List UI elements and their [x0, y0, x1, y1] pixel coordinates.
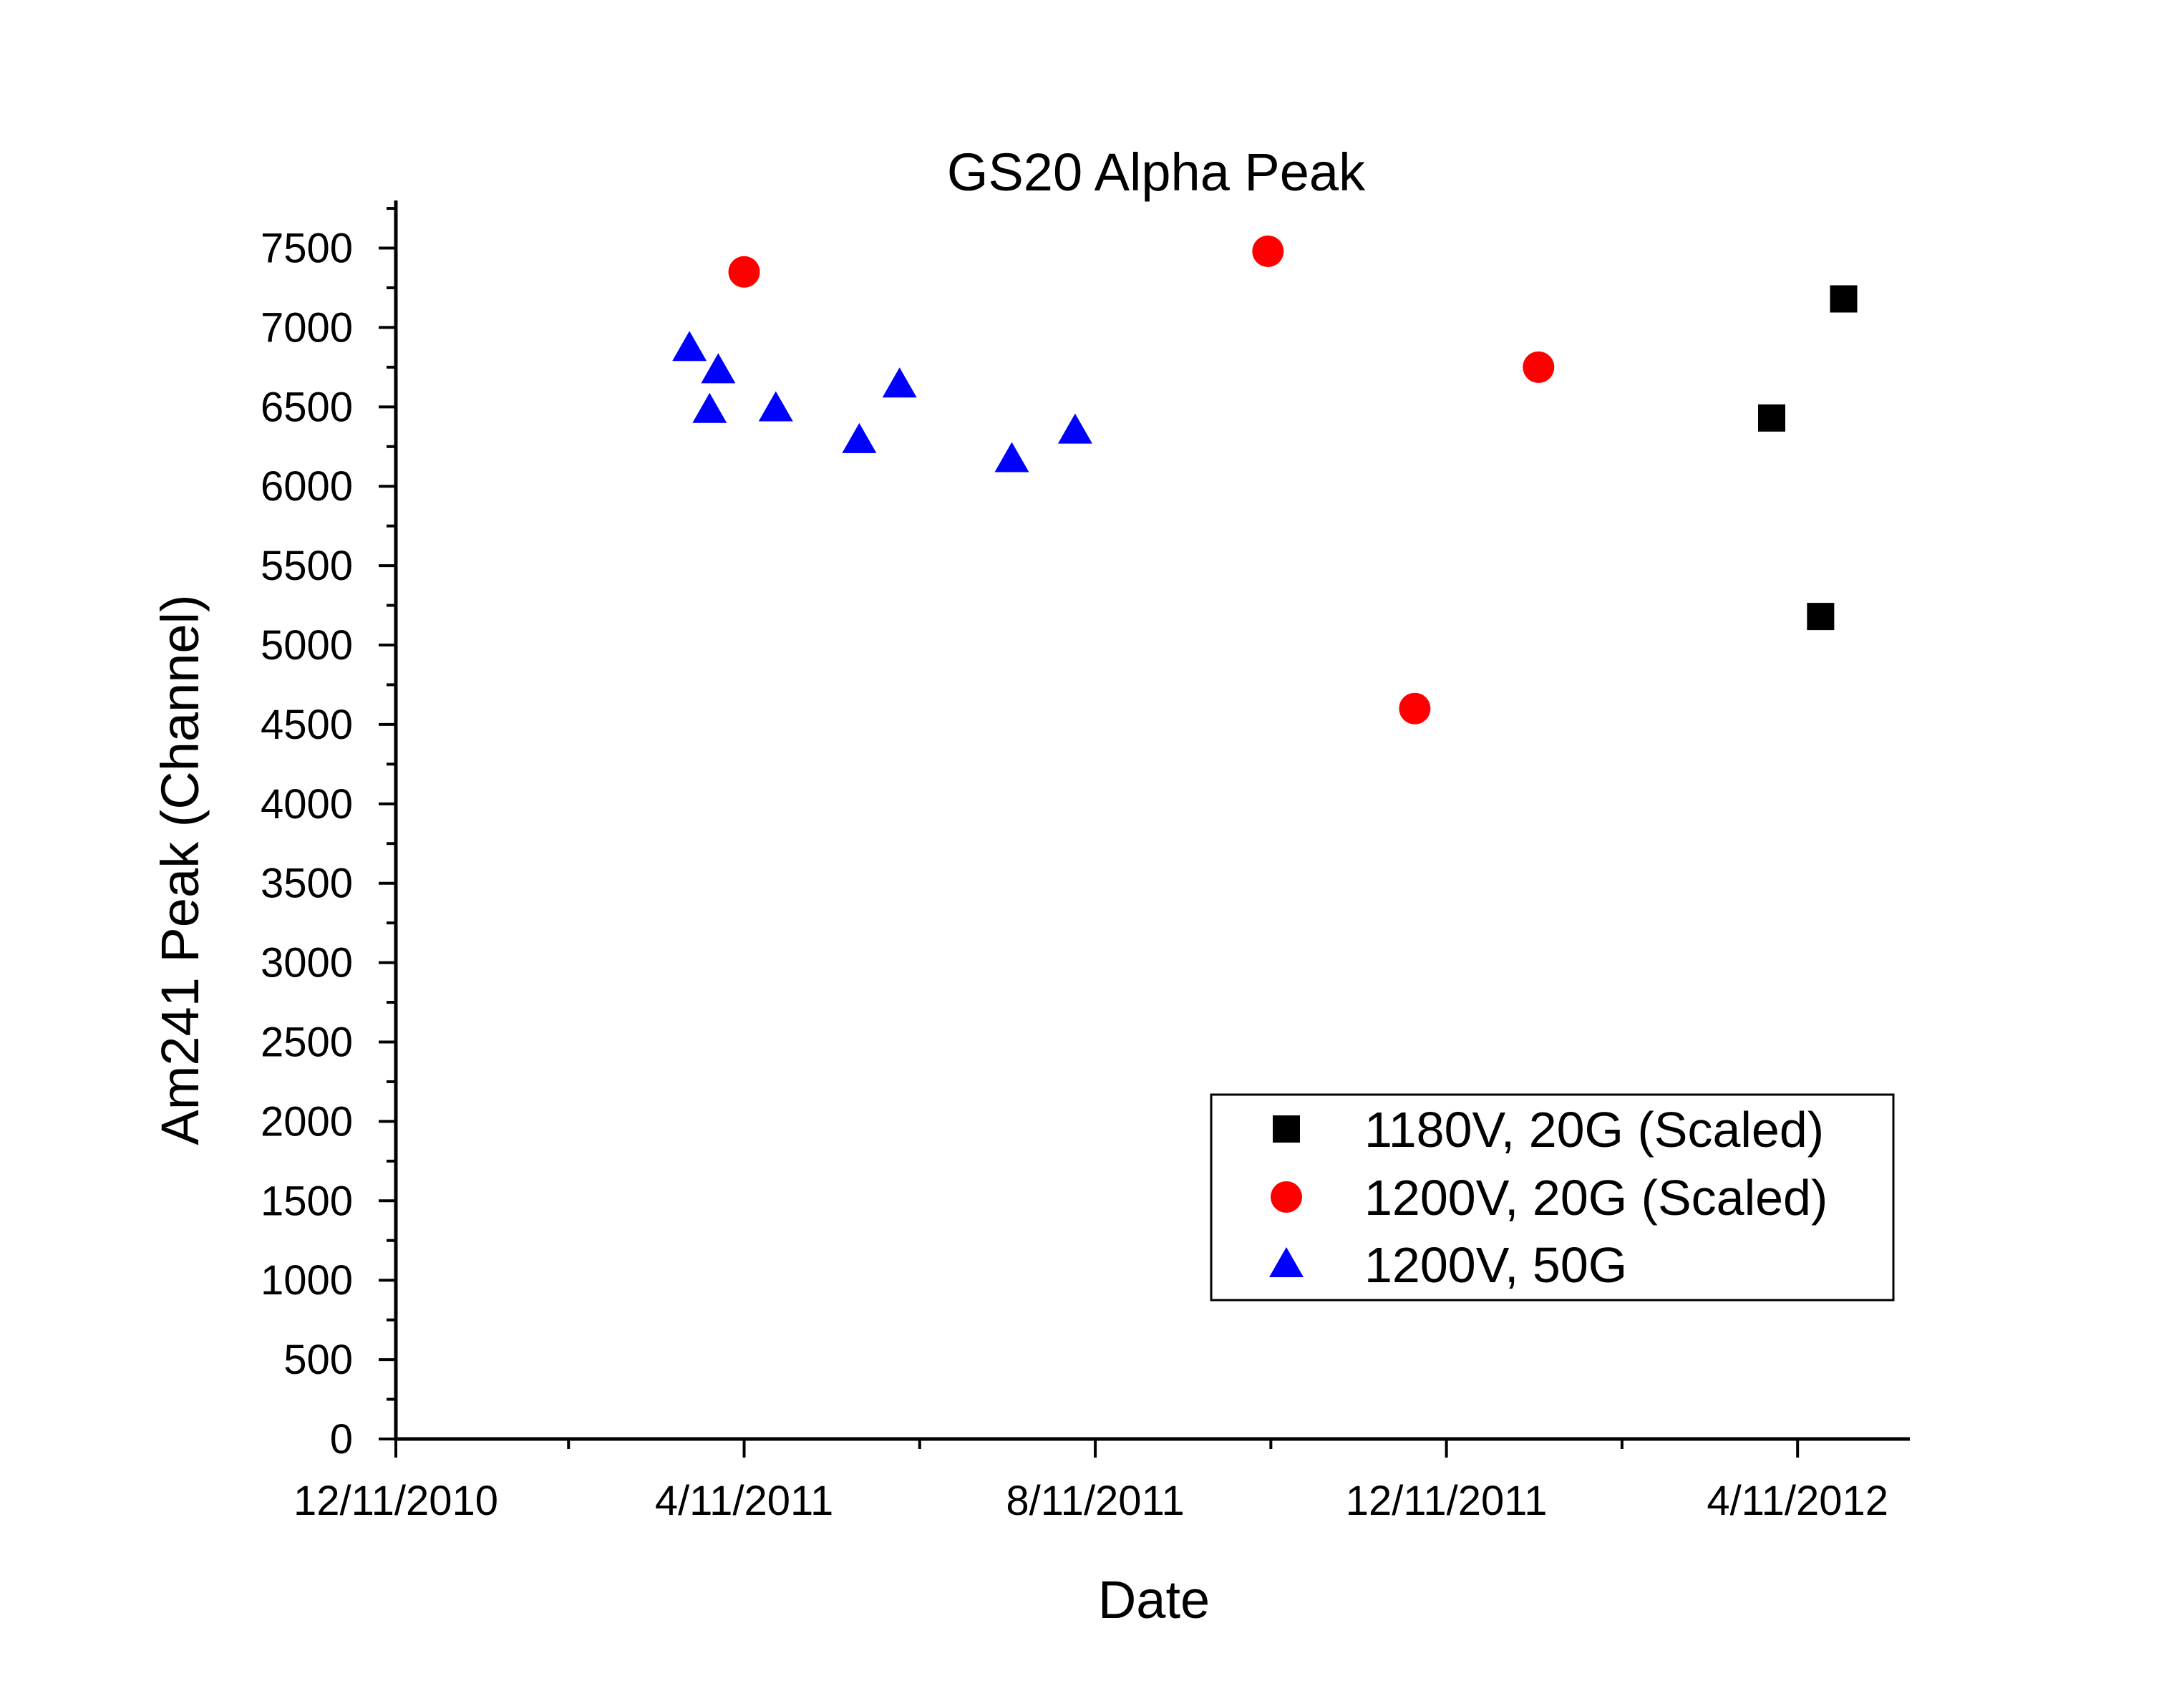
x-tick-label: 4/11/2012	[1707, 1478, 1888, 1524]
legend-label: 1200V, 50G	[1364, 1237, 1627, 1293]
legend-marker-triangle	[1269, 1247, 1304, 1277]
x-axis-label: Date	[1098, 1570, 1210, 1629]
legend: 1180V, 20G (Scaled) 1200V, 20G (Scaled) 12…	[1210, 1093, 1895, 1302]
square-point	[1757, 404, 1785, 432]
legend-marker-circle	[1271, 1181, 1302, 1213]
y-tick-label: 5500	[261, 543, 353, 589]
y-tick-label: 6500	[261, 384, 353, 430]
x-tick-label: 4/11/2011	[655, 1478, 833, 1524]
y-tick-label: 2000	[261, 1098, 353, 1145]
data-points	[672, 235, 1858, 724]
y-tick-label: 4500	[261, 702, 353, 748]
circle-point	[1399, 692, 1431, 724]
triangle-point	[994, 442, 1029, 472]
triangle-point	[692, 392, 727, 423]
x-tick-label: 12/11/2011	[1346, 1478, 1548, 1524]
circle-point	[1252, 235, 1284, 267]
triangle-point	[882, 367, 917, 398]
x-tick-label: 12/11/2010	[293, 1478, 498, 1524]
y-tick-label: 3500	[261, 861, 353, 907]
x-tick-label: 8/11/2011	[1006, 1478, 1184, 1524]
y-tick-label: 6000	[261, 463, 353, 510]
legend-label: 1180V, 20G (Scaled)	[1364, 1102, 1824, 1158]
triangle-point	[672, 331, 707, 362]
y-tick-label: 500	[283, 1337, 353, 1383]
square-point	[1830, 285, 1858, 313]
y-tick-label: 2500	[261, 1019, 353, 1066]
y-tick-label: 4000	[261, 781, 353, 828]
legend-box	[1210, 1093, 1895, 1302]
y-tick-label: 1000	[261, 1257, 353, 1304]
triangle-point	[701, 353, 736, 384]
circle-point	[728, 256, 760, 288]
triangle-point	[1057, 413, 1092, 444]
square-point	[1807, 603, 1835, 631]
circle-point	[1523, 351, 1555, 383]
chart-title: GS20 Alpha Peak	[947, 142, 1366, 202]
y-tick-label: 1500	[261, 1178, 353, 1224]
triangle-point	[842, 422, 877, 453]
y-tick-label: 3000	[261, 940, 353, 987]
legend-marker-square	[1273, 1115, 1300, 1143]
y-tick-label: 0	[330, 1416, 353, 1463]
legend-label: 1200V, 20G (Scaled)	[1364, 1170, 1828, 1226]
triangle-point	[758, 391, 793, 422]
y-axis-ticks: 0 500 1000 1500 2000 2500 3000 3500 4000 4500 5000…	[261, 207, 396, 1463]
y-axis-label: Am241 Peak (Channel)	[150, 594, 210, 1145]
y-tick-label: 7500	[261, 226, 353, 272]
y-tick-label: 7000	[261, 304, 353, 351]
x-axis-ticks: 12/11/2010 4/11/2011 8/11/2011 12/11/2011 4/…	[293, 1439, 1888, 1524]
y-tick-label: 5000	[261, 622, 353, 669]
